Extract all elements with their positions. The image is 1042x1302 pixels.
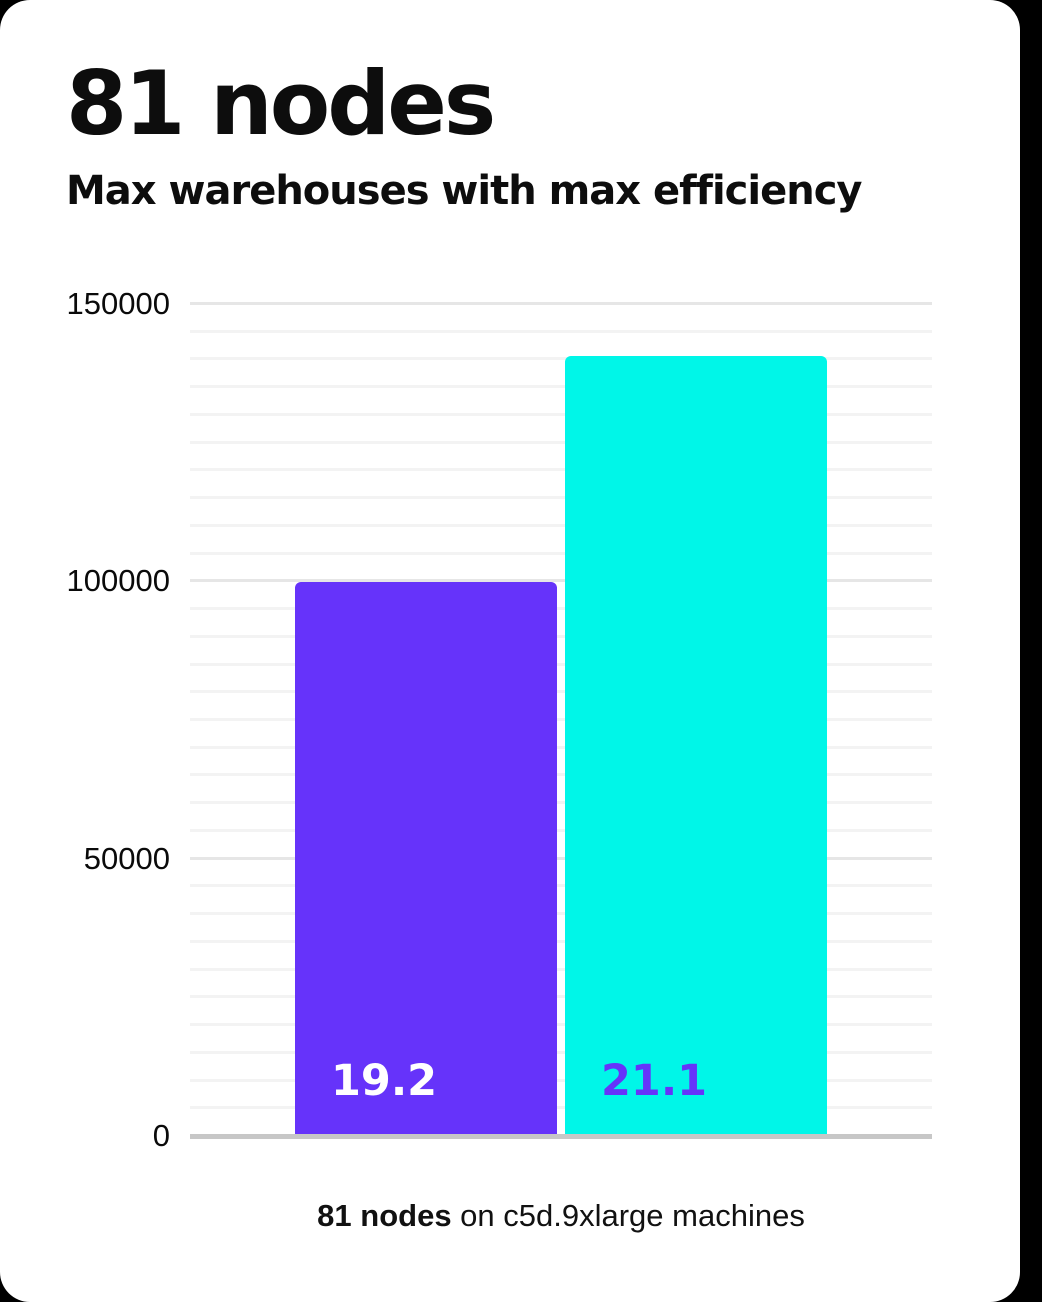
bar-21.1: 21.1	[565, 356, 827, 1134]
gridline-minor	[190, 329, 932, 333]
gridline-minor	[190, 801, 932, 805]
page-title: 81 nodes	[66, 52, 496, 155]
gridline-minor	[190, 551, 932, 555]
gridline-minor	[190, 1106, 932, 1110]
gridline-minor	[190, 967, 932, 971]
gridline-minor	[190, 468, 932, 472]
chart-card: 81 nodes Max warehouses with max efficie…	[0, 0, 1020, 1302]
gridline-minor	[190, 1050, 932, 1054]
bar-chart-plot-area: 19.2 21.1	[190, 302, 932, 1139]
gridline-minor	[190, 1023, 932, 1027]
bar-value-label: 19.2	[331, 1056, 438, 1106]
gridline-minor	[190, 1078, 932, 1082]
gridline-minor	[190, 662, 932, 666]
page-subtitle: Max warehouses with max efficiency	[66, 168, 862, 214]
gridline-minor	[190, 745, 932, 749]
gridline-minor	[190, 939, 932, 943]
gridline-major	[190, 302, 932, 305]
x-axis-line	[190, 1134, 932, 1139]
bar-19.2: 19.2	[295, 582, 557, 1134]
gridline-minor	[190, 385, 932, 389]
gridline-minor	[190, 690, 932, 694]
gridline-minor	[190, 607, 932, 611]
caption-rest-text: on c5d.9xlarge machines	[451, 1198, 805, 1233]
gridline-minor	[190, 634, 932, 638]
chart-caption: 81 nodes on c5d.9xlarge machines	[190, 1198, 932, 1234]
gridline-minor	[190, 995, 932, 999]
gridline-minor	[190, 884, 932, 888]
y-tick-label: 150000	[66, 286, 170, 321]
gridline-major	[190, 856, 932, 860]
gridline-minor	[190, 828, 932, 832]
gridline-minor	[190, 440, 932, 444]
gridline-minor	[190, 718, 932, 721]
gridline-minor	[190, 773, 932, 777]
gridline-minor	[190, 357, 932, 361]
gridline-minor	[190, 496, 932, 500]
bar-value-label: 21.1	[601, 1056, 708, 1106]
gridline-minor	[190, 523, 932, 527]
y-tick-label: 0	[152, 1118, 170, 1153]
y-tick-label: 50000	[83, 840, 170, 876]
y-tick-label: 100000	[66, 563, 170, 599]
gridline-major	[190, 579, 932, 583]
caption-bold-text: 81 nodes	[317, 1198, 452, 1233]
gridline-minor	[190, 912, 932, 916]
gridline-minor	[190, 412, 932, 416]
y-axis: 0 50000 100000 150000	[0, 288, 170, 1152]
